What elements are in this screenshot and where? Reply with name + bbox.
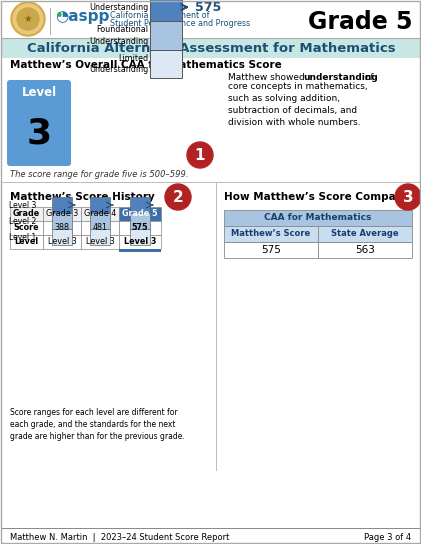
Text: 481: 481 <box>93 224 107 232</box>
FancyBboxPatch shape <box>43 235 81 249</box>
Text: Level 3: Level 3 <box>48 238 76 246</box>
Text: Level 2: Level 2 <box>9 217 36 226</box>
Text: CAA for Mathematics: CAA for Mathematics <box>264 213 372 222</box>
Circle shape <box>13 4 43 34</box>
Text: Understanding: Understanding <box>89 3 148 11</box>
Text: Matthew’s Score: Matthew’s Score <box>232 230 311 238</box>
Text: State Average: State Average <box>331 230 399 238</box>
FancyBboxPatch shape <box>10 235 43 249</box>
Text: Grade 3: Grade 3 <box>46 209 78 219</box>
Text: ★: ★ <box>24 14 32 24</box>
Text: Matthew showed: Matthew showed <box>228 73 308 82</box>
FancyBboxPatch shape <box>81 221 119 235</box>
Text: 3: 3 <box>27 116 51 150</box>
Circle shape <box>17 8 39 30</box>
Text: Matthew’s Score History: Matthew’s Score History <box>10 192 155 202</box>
FancyBboxPatch shape <box>150 21 182 50</box>
Text: California Assessment of: California Assessment of <box>110 11 210 20</box>
FancyBboxPatch shape <box>224 242 318 258</box>
Text: Level: Level <box>14 238 39 246</box>
Circle shape <box>11 2 45 36</box>
Text: Level 3: Level 3 <box>9 201 36 209</box>
Text: core concepts in mathematics,
such as solving addition,
subtraction of decimals,: core concepts in mathematics, such as so… <box>228 82 368 127</box>
Text: Limited
Understanding: Limited Understanding <box>89 54 148 74</box>
Text: Level 3: Level 3 <box>124 238 156 246</box>
FancyBboxPatch shape <box>90 213 110 229</box>
Text: 575: 575 <box>195 1 221 14</box>
FancyBboxPatch shape <box>119 207 161 221</box>
FancyBboxPatch shape <box>318 226 412 242</box>
Text: 575: 575 <box>132 224 148 232</box>
FancyBboxPatch shape <box>10 207 43 221</box>
Text: ◔aspp: ◔aspp <box>55 9 109 24</box>
Text: Page 3 of 4: Page 3 of 4 <box>364 533 411 542</box>
FancyBboxPatch shape <box>224 226 318 242</box>
Text: 575: 575 <box>261 245 281 255</box>
FancyBboxPatch shape <box>43 221 81 235</box>
Text: •: • <box>55 9 64 24</box>
FancyBboxPatch shape <box>52 229 72 245</box>
FancyBboxPatch shape <box>1 38 420 58</box>
Text: 388: 388 <box>54 224 69 232</box>
Text: Matthew N. Martin  |  2023–24 Student Score Report: Matthew N. Martin | 2023–24 Student Scor… <box>10 533 229 542</box>
Text: Student Performance and Progress: Student Performance and Progress <box>110 19 250 28</box>
Text: Grade: Grade <box>13 209 40 219</box>
Text: 2: 2 <box>173 189 184 205</box>
FancyBboxPatch shape <box>7 80 71 166</box>
FancyBboxPatch shape <box>119 221 161 235</box>
Text: 563: 563 <box>355 245 375 255</box>
Text: 1: 1 <box>195 147 205 163</box>
Circle shape <box>395 184 421 210</box>
Text: The score range for grade five is 500–599.: The score range for grade five is 500–59… <box>10 170 189 179</box>
Circle shape <box>165 184 191 210</box>
FancyBboxPatch shape <box>150 0 182 21</box>
Text: How Matthew’s Score Compares: How Matthew’s Score Compares <box>224 192 414 202</box>
Text: of: of <box>362 73 373 82</box>
Text: Score: Score <box>14 224 39 232</box>
FancyBboxPatch shape <box>224 210 412 226</box>
Text: Grade 5: Grade 5 <box>122 209 158 219</box>
FancyBboxPatch shape <box>318 242 412 258</box>
Text: Grade 5: Grade 5 <box>307 10 412 34</box>
Text: Level: Level <box>21 86 56 100</box>
Text: Level 1: Level 1 <box>9 232 36 242</box>
FancyBboxPatch shape <box>150 50 182 78</box>
Text: Score ranges for each level are different for
each grade, and the standards for : Score ranges for each level are differen… <box>10 408 185 441</box>
FancyBboxPatch shape <box>81 235 119 249</box>
FancyBboxPatch shape <box>119 249 161 252</box>
Circle shape <box>187 142 213 168</box>
FancyBboxPatch shape <box>130 229 150 245</box>
Text: Grade 4: Grade 4 <box>84 209 116 219</box>
Text: Foundational
Understanding: Foundational Understanding <box>89 26 148 46</box>
FancyBboxPatch shape <box>90 197 110 213</box>
Text: understanding: understanding <box>303 73 378 82</box>
FancyBboxPatch shape <box>130 197 150 213</box>
FancyBboxPatch shape <box>119 235 161 249</box>
FancyBboxPatch shape <box>81 207 119 221</box>
FancyBboxPatch shape <box>130 213 150 229</box>
Text: Level 3: Level 3 <box>85 238 115 246</box>
FancyBboxPatch shape <box>10 221 43 235</box>
FancyBboxPatch shape <box>52 213 72 229</box>
FancyBboxPatch shape <box>52 197 72 213</box>
FancyBboxPatch shape <box>43 207 81 221</box>
Text: 3: 3 <box>403 189 413 205</box>
FancyBboxPatch shape <box>90 229 110 245</box>
Text: Matthew’s Overall CAA for Mathematics Score: Matthew’s Overall CAA for Mathematics Sc… <box>10 60 282 70</box>
Text: California Alternate Assessment for Mathematics: California Alternate Assessment for Math… <box>27 41 395 54</box>
